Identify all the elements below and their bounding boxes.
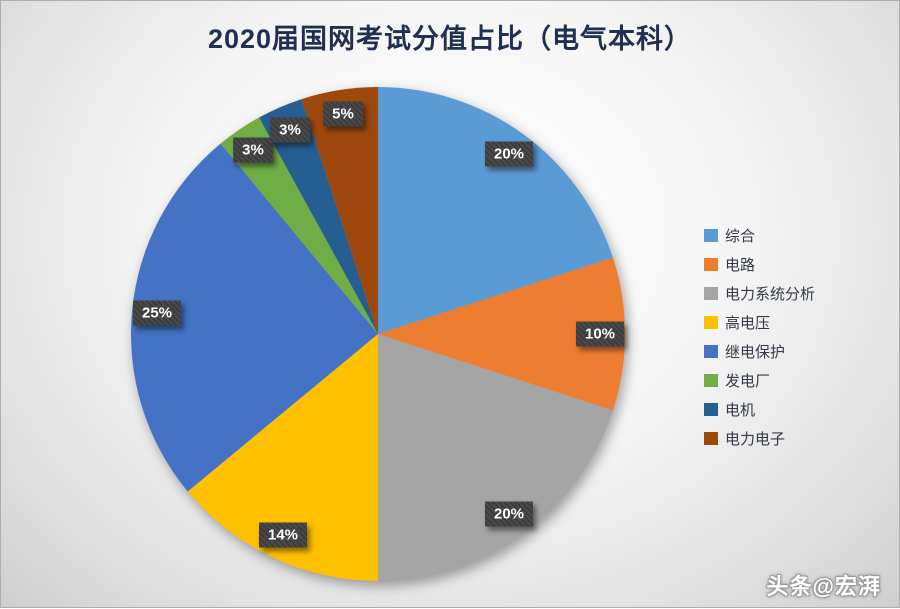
pie-slice-电机: [259, 99, 378, 334]
legend-item-发电厂: 发电厂: [704, 370, 815, 391]
legend-swatch: [704, 287, 718, 300]
legend-item-电力系统分析: 电力系统分析: [704, 283, 815, 304]
pie-slice-发电厂: [220, 117, 378, 334]
pie-slice-电力系统分析: [378, 334, 613, 581]
legend-item-继电保护: 继电保护: [704, 341, 815, 362]
legend-label: 发电厂: [725, 373, 771, 390]
legend-swatch: [704, 403, 718, 416]
legend-item-电力电子: 电力电子: [704, 428, 815, 449]
pie-slice-电力电子: [301, 87, 378, 334]
legend-item-电机: 电机: [704, 399, 815, 420]
legend-swatch: [704, 345, 718, 358]
pie-slice-继电保护: [130, 143, 378, 492]
legend-item-电路: 电路: [704, 254, 815, 275]
legend-label: 电路: [725, 257, 756, 274]
legend-swatch: [704, 229, 718, 242]
legend-label: 电力电子: [725, 431, 786, 448]
legend-label: 高电压: [725, 315, 771, 332]
legend-label: 综合: [725, 228, 756, 245]
pie-slice-综合: [378, 87, 613, 334]
legend-item-高电压: 高电压: [704, 312, 815, 333]
legend: 综合电路电力系统分析 高电压继电保护发电厂电机电力电子: [704, 225, 815, 449]
pie-slice-高电压: [187, 334, 378, 581]
watermark: 头条@宏湃: [766, 574, 881, 599]
chart-title: 2020届国网考试分值占比（电气本科）: [207, 24, 693, 54]
legend-label: 电机: [725, 402, 756, 419]
legend-swatch: [704, 432, 718, 445]
legend-swatch: [704, 316, 718, 329]
legend-swatch: [704, 258, 718, 271]
pie-slice-电路: [378, 257, 625, 411]
legend-label: 继电保护: [725, 344, 786, 361]
legend-label: 电力系统分析: [725, 286, 816, 303]
legend-item-综合: 综合: [704, 225, 815, 246]
legend-swatch: [704, 374, 718, 387]
